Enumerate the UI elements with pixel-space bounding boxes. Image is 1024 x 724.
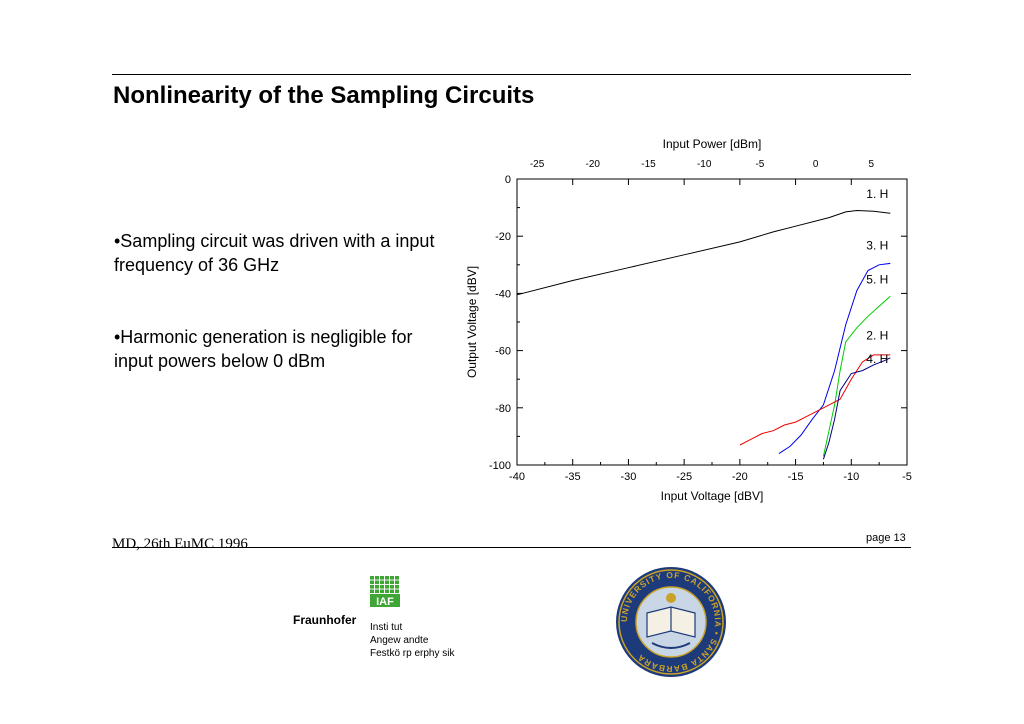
y-tick-label: -100 <box>489 460 511 472</box>
x-tick-label: -10 <box>843 471 859 483</box>
x2-tick-label: 5 <box>869 159 875 170</box>
slide-title: Nonlinearity of the Sampling Circuits <box>113 82 535 109</box>
bullet-2: •Harmonic generation is negligible for i… <box>114 327 413 371</box>
series-label: 1. H <box>866 187 888 201</box>
series-label: 3. H <box>866 239 888 253</box>
x-tick-label: -5 <box>902 471 912 483</box>
ucsb-seal-icon: UNIVERSITY OF CALIFORNIA • SANTA BARBARA <box>616 567 726 677</box>
footer-left: MD, 26th EuMC 1996 <box>112 536 248 552</box>
y-tick-label: -60 <box>495 346 511 358</box>
x-tick-label: -15 <box>788 471 804 483</box>
series-label: 4. H <box>866 352 888 366</box>
series-line <box>822 295 891 457</box>
institute-line: Insti tut <box>370 622 403 633</box>
harmonics-chart: -40 -35 -30 -25 -20 -15 -10 -50-20-40-60-80-100… <box>465 137 912 503</box>
x-tick-label: -30 <box>620 471 636 483</box>
x2-axis-label: Input Power [dBm] <box>663 137 762 151</box>
bottom-rule <box>112 547 911 548</box>
x2-tick-label: -25 <box>530 159 545 170</box>
x-tick-label: -40 <box>509 471 525 483</box>
x2-tick-label: 0 <box>813 159 819 170</box>
x2-tick-label: -20 <box>586 159 601 170</box>
series-line <box>516 209 891 296</box>
series-label: 5. H <box>866 272 888 286</box>
iaf-label: IAF <box>376 596 394 608</box>
series-line <box>778 262 891 455</box>
series-line <box>822 357 891 460</box>
x2-tick-label: -10 <box>697 159 712 170</box>
iaf-logo-icon: IAF <box>370 576 400 608</box>
y-tick-label: -40 <box>495 288 511 300</box>
y-tick-label: 0 <box>505 174 511 186</box>
y-axis-label: Output Voltage [dBV] <box>465 266 479 378</box>
footer-page-number: page 13 <box>866 532 906 544</box>
institute-name: Insti tut Angew andte Festkö rp erphy si… <box>370 621 454 660</box>
series-label: 2. H <box>866 329 888 343</box>
y-tick-label: -80 <box>495 403 511 415</box>
x2-tick-label: -5 <box>755 159 764 170</box>
fraunhofer-name: Fraunhofer <box>293 613 357 627</box>
x-tick-label: -25 <box>676 471 692 483</box>
plot-frame <box>516 178 908 466</box>
top-rule <box>112 74 911 75</box>
x-tick-label: -20 <box>732 471 748 483</box>
institute-line: Festkö rp erphy sik <box>370 648 455 659</box>
x2-tick-label: -15 <box>641 159 656 170</box>
bullet-1: •Sampling circuit was driven with a inpu… <box>114 231 435 275</box>
y-tick-label: -20 <box>495 231 511 243</box>
x-tick-label: -35 <box>565 471 581 483</box>
series-line <box>739 354 891 446</box>
institute-line: Angew andte <box>370 635 429 646</box>
x-axis-label: Input Voltage [dBV] <box>661 489 764 503</box>
